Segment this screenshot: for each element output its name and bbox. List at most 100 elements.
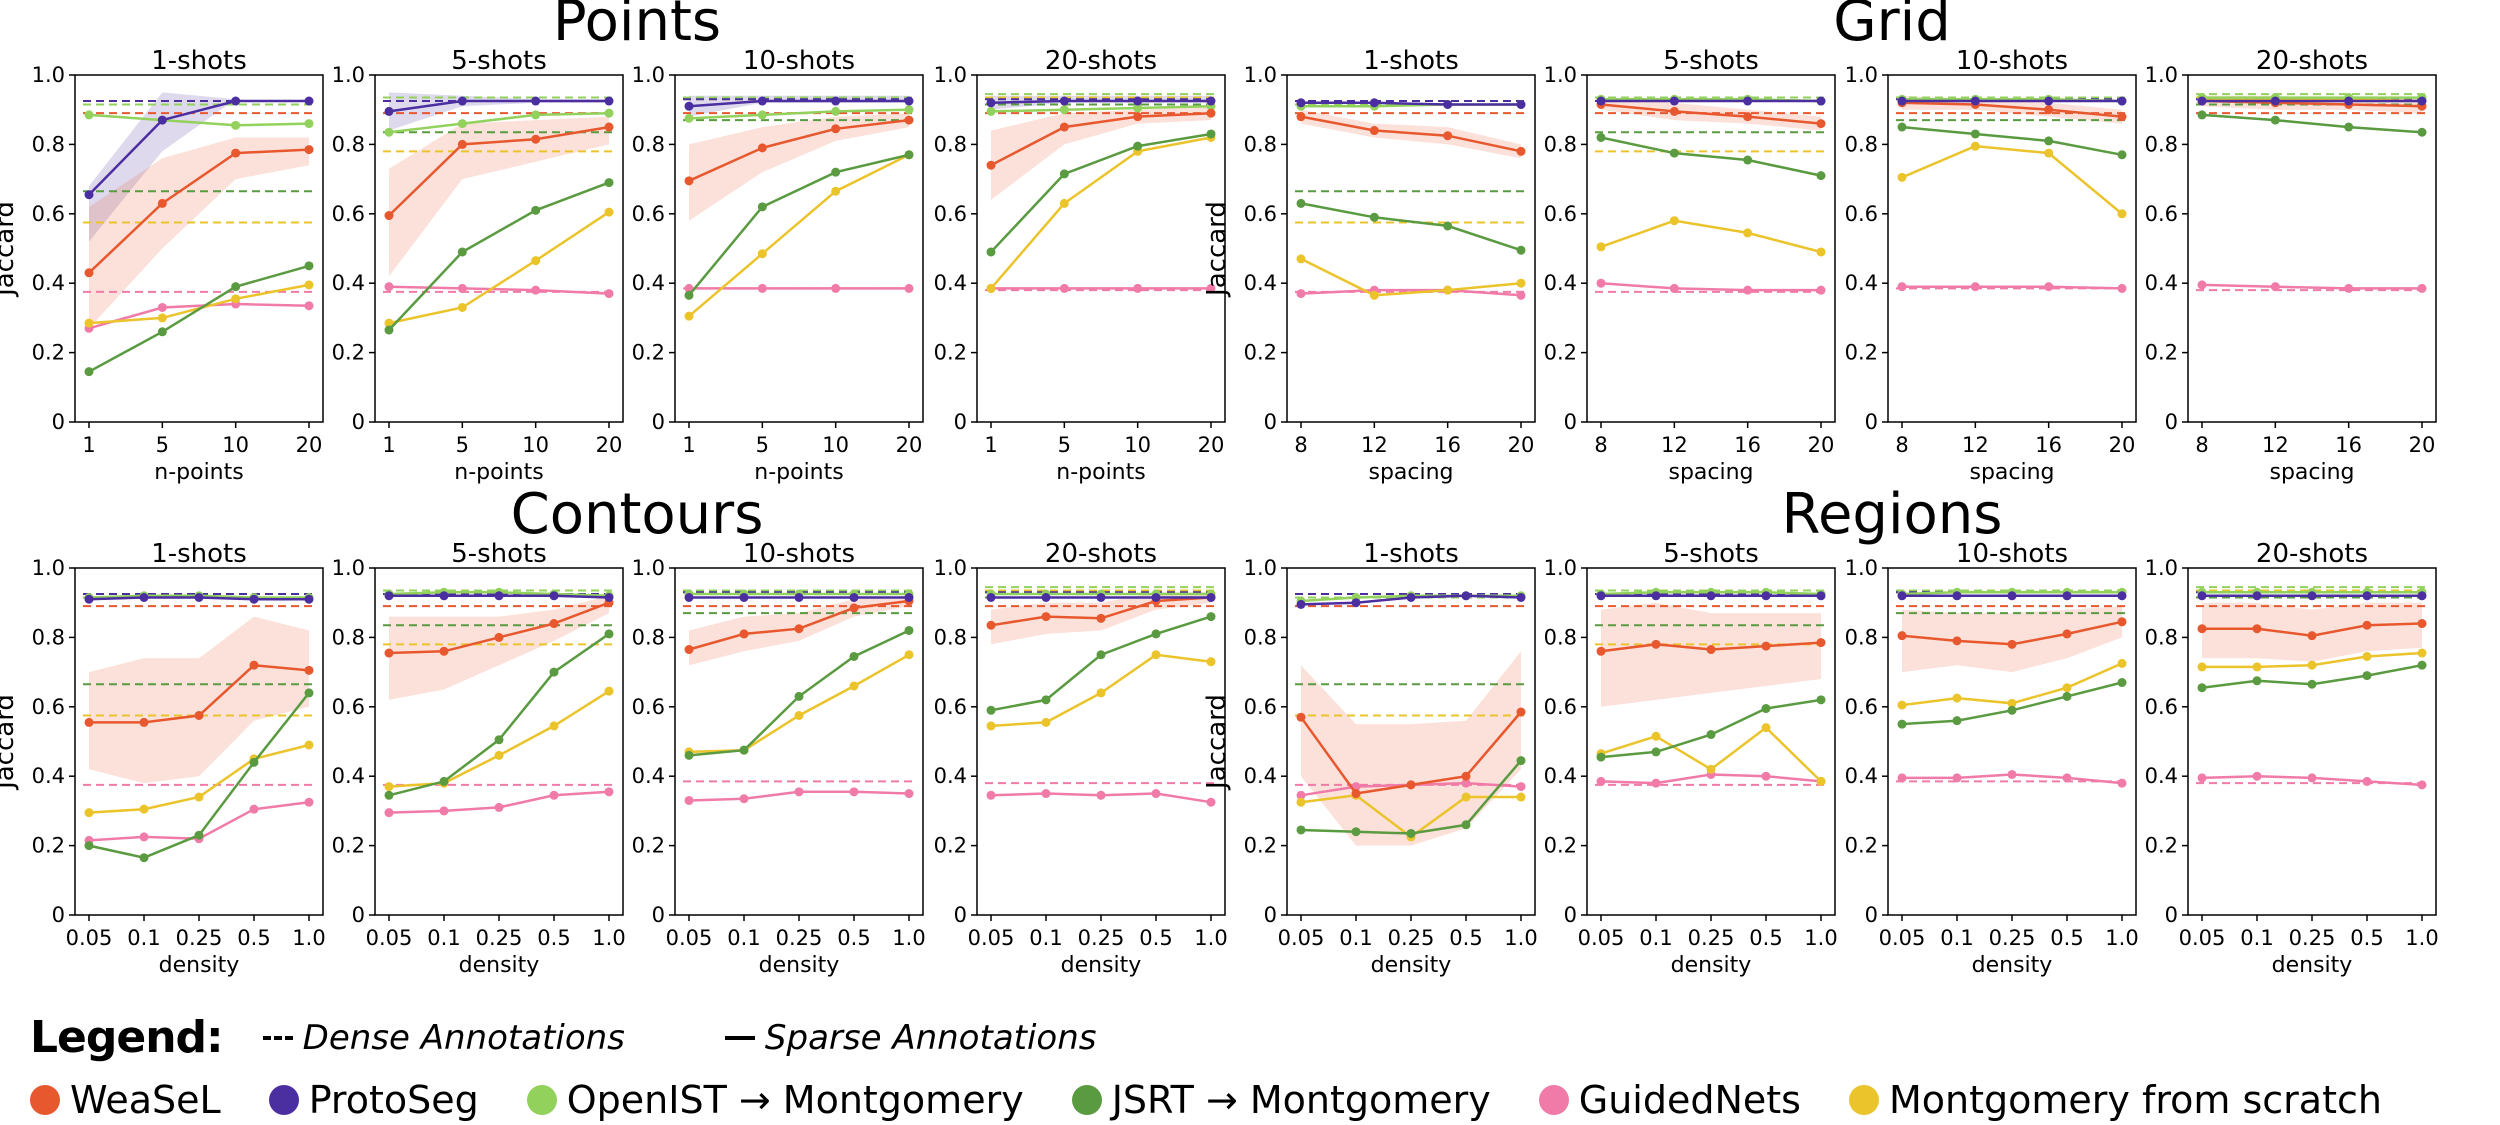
data-point-guidednets (1669, 283, 1679, 293)
data-point-scratch (2197, 662, 2207, 672)
x-tick-label: 5 (756, 433, 769, 457)
data-point-scratch (2117, 209, 2127, 219)
data-point-guidednets (2417, 780, 2427, 790)
x-axis-label: spacing (2269, 460, 2354, 485)
data-point-protoseg (1516, 99, 1526, 109)
data-point-jsrt (2117, 678, 2127, 688)
data-point-protoseg (1897, 96, 1907, 106)
data-point-protoseg (231, 96, 241, 106)
data-point-jsrt (1669, 148, 1679, 158)
x-tick-label: 0.5 (1749, 926, 1782, 950)
data-point-guidednets (1761, 771, 1771, 781)
data-point-scratch (2007, 698, 2017, 708)
data-point-jsrt (2197, 683, 2207, 693)
panel-title: 10-shots (1956, 539, 2068, 569)
data-point-scratch (1206, 657, 1216, 667)
confidence-band-weasel (1601, 602, 1821, 707)
y-tick-label: 1.0 (1244, 63, 1277, 87)
y-tick-label: 0.6 (1244, 695, 1277, 719)
panel-title: 1-shots (151, 46, 247, 76)
data-point-protoseg (439, 591, 449, 601)
data-point-guidednets (904, 789, 914, 799)
x-tick-label: 16 (2035, 433, 2062, 457)
x-tick-label: 0.5 (2350, 926, 2383, 950)
data-point-weasel (304, 145, 314, 155)
y-tick-label: 0.8 (32, 132, 65, 156)
y-tick-label: 0.2 (934, 834, 967, 858)
data-point-scratch (1516, 792, 1526, 802)
data-point-openist (904, 105, 914, 115)
y-tick-label: 0.8 (2145, 625, 2178, 649)
panel-title: 1-shots (1363, 46, 1459, 76)
y-tick-label: 0.6 (332, 695, 365, 719)
data-point-guidednets (1206, 283, 1216, 293)
y-tick-label: 0 (954, 410, 967, 434)
y-tick-label: 0.2 (332, 834, 365, 858)
data-point-weasel (1296, 712, 1306, 722)
x-tick-label: 0.5 (537, 926, 570, 950)
series-line-weasel (990, 111, 1212, 167)
x-tick-label: 16 (2335, 433, 2362, 457)
x-tick-label: 0.1 (1029, 926, 1062, 950)
y-tick-label: 0.8 (934, 625, 967, 649)
data-point-protoseg (1133, 96, 1143, 106)
series-line-scratch (1600, 219, 1822, 254)
y-tick-label: 0.6 (332, 202, 365, 226)
series-line-jsrt (990, 132, 1212, 253)
panel-frame (976, 74, 1226, 423)
x-tick-label: 12 (1661, 433, 1688, 457)
data-point-jsrt (1516, 756, 1526, 766)
x-tick-label: 0.25 (1688, 926, 1735, 950)
x-tick-label: 0.1 (127, 926, 160, 950)
data-point-openist (986, 106, 996, 116)
y-tick-label: 0.6 (2145, 695, 2178, 719)
data-point-protoseg (904, 592, 914, 602)
data-point-weasel (157, 198, 167, 208)
y-tick-label: 0.2 (32, 341, 65, 365)
series-line-openist (688, 108, 910, 120)
y-tick-label: 0.8 (1544, 132, 1577, 156)
data-point-jsrt (739, 745, 749, 755)
data-point-guidednets (304, 301, 314, 311)
data-point-jsrt (194, 830, 204, 840)
data-point-weasel (1461, 771, 1471, 781)
data-point-weasel (384, 648, 394, 658)
x-axis-label: n-points (1056, 460, 1145, 485)
y-tick-label: 0 (1865, 410, 1878, 434)
x-tick-label: 0.25 (176, 926, 223, 950)
x-tick-label: 0.05 (1278, 926, 1325, 950)
data-point-weasel (2117, 112, 2127, 122)
data-point-weasel (2362, 620, 2372, 630)
x-tick-label: 20 (1198, 433, 1225, 457)
data-point-weasel (1133, 112, 1143, 122)
confidence-band-weasel (1301, 651, 1521, 846)
y-tick-label: 1.0 (2145, 556, 2178, 580)
data-point-jsrt (84, 367, 94, 377)
x-axis-label: n-points (454, 460, 543, 485)
x-tick-label: 0.1 (1639, 926, 1672, 950)
data-point-weasel (1351, 789, 1361, 799)
data-point-protoseg (84, 594, 94, 604)
data-point-openist (384, 127, 394, 137)
data-point-protoseg (457, 96, 467, 106)
data-point-openist (684, 113, 694, 123)
data-point-jsrt (1059, 169, 1069, 179)
x-tick-label: 0.5 (2050, 926, 2083, 950)
x-tick-label: 0.5 (1139, 926, 1172, 950)
series-line-guidednets (2201, 283, 2422, 290)
data-point-protoseg (384, 591, 394, 601)
series-line-jsrt (388, 181, 610, 331)
y-tick-label: 0.4 (934, 764, 967, 788)
y-tick-label: 0.2 (1544, 834, 1577, 858)
group-title: Contours (511, 482, 764, 547)
data-point-protoseg (986, 98, 996, 108)
x-axis-label: density (1972, 953, 2053, 978)
y-tick-label: 0.8 (632, 132, 665, 156)
x-tick-label: 0.1 (2240, 926, 2273, 950)
data-point-guidednets (1970, 282, 1980, 292)
data-point-guidednets (986, 790, 996, 800)
data-point-jsrt (1970, 129, 1980, 139)
x-tick-label: 0.5 (237, 926, 270, 950)
data-point-protoseg (1596, 591, 1606, 601)
data-point-jsrt (1596, 132, 1606, 142)
